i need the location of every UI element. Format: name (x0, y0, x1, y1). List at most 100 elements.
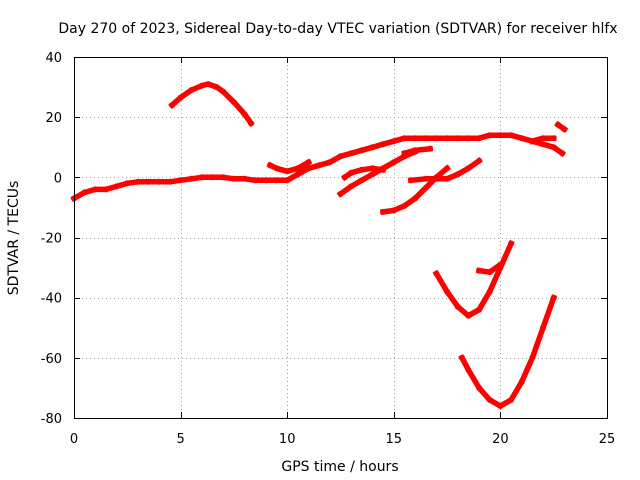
data-point (390, 159, 397, 166)
data-point (169, 102, 176, 109)
data-traces (70, 81, 569, 409)
data-point (476, 267, 483, 274)
data-point (540, 135, 546, 142)
data-point (486, 132, 493, 139)
data-point (369, 171, 376, 178)
y-axis-label: SDTVAR / TECUs (6, 181, 22, 296)
data-point (465, 312, 472, 319)
data-point (390, 207, 397, 214)
data-point (412, 147, 419, 154)
data-point (559, 150, 566, 157)
data-point (454, 135, 461, 142)
data-point (380, 141, 387, 148)
data-point (427, 145, 433, 152)
data-point (486, 288, 493, 295)
data-point (305, 159, 312, 166)
data-point (412, 135, 419, 142)
data-point (124, 180, 131, 187)
chart-title: Day 270 of 2023, Sidereal Day-to-day VTE… (58, 21, 617, 37)
data-point (401, 150, 408, 157)
data-point (188, 175, 195, 182)
grid-lines (74, 57, 607, 418)
data-point (476, 306, 483, 313)
data-point (369, 144, 376, 151)
series-arc-5-8h (168, 81, 255, 128)
data-point (529, 354, 536, 361)
data-point (422, 175, 429, 182)
data-point (476, 157, 483, 164)
data-point (561, 126, 568, 133)
data-point (294, 165, 301, 172)
data-point (433, 135, 440, 142)
data-point (337, 153, 344, 160)
data-point (177, 177, 184, 184)
data-point (380, 208, 387, 215)
y-tick-label: -20 (41, 232, 62, 247)
data-point (358, 166, 365, 173)
data-point (433, 270, 440, 277)
data-point (348, 183, 355, 190)
data-point (444, 135, 451, 142)
data-point (401, 135, 408, 142)
data-point (267, 162, 274, 169)
data-point (113, 183, 120, 190)
data-point (529, 138, 536, 145)
x-tick-label: 15 (386, 432, 403, 447)
data-point (518, 378, 525, 385)
data-point (476, 384, 483, 391)
data-point (284, 168, 291, 175)
data-point (508, 396, 515, 403)
data-point (550, 294, 557, 301)
data-point (198, 82, 205, 89)
data-point (555, 121, 561, 128)
y-tick-label: -60 (41, 352, 62, 367)
data-point (220, 174, 227, 181)
data-point (486, 269, 493, 276)
data-point (407, 177, 414, 184)
data-point (135, 178, 141, 185)
x-tick-label: 20 (492, 432, 509, 447)
data-point (380, 166, 387, 173)
data-point (518, 135, 525, 142)
data-point (459, 354, 465, 361)
series-u-curve-18-23h (458, 294, 558, 409)
data-point (465, 165, 472, 172)
data-point (465, 135, 472, 142)
y-tick-label: -80 (41, 412, 62, 427)
data-point (241, 175, 248, 182)
data-point (508, 240, 515, 247)
x-tick-label: 5 (176, 432, 184, 447)
data-point (454, 171, 461, 178)
data-point (348, 150, 355, 157)
data-point (326, 159, 333, 166)
data-point (444, 175, 451, 182)
data-point (433, 175, 440, 182)
series-u-curve-17-20h (432, 239, 515, 319)
data-point (145, 178, 152, 185)
x-tick-label: 25 (599, 432, 616, 447)
data-point (252, 177, 259, 184)
y-tick-label: 0 (54, 171, 62, 186)
data-point (284, 177, 291, 184)
data-point (248, 120, 254, 127)
x-tick-labels: 0 5 10 15 20 25 (70, 432, 615, 447)
data-point (103, 186, 109, 193)
axis-ticks (74, 57, 608, 419)
data-point (476, 135, 483, 142)
data-point (540, 141, 546, 148)
data-point (205, 81, 212, 88)
data-point (422, 184, 429, 191)
y-tick-labels: -80 -60 -40 -20 0 20 40 (41, 51, 62, 427)
x-tick-label: 0 (70, 432, 78, 447)
data-point (497, 132, 504, 139)
data-point (230, 175, 237, 182)
data-point (213, 84, 220, 91)
x-tick-label: 10 (279, 432, 296, 447)
data-point (241, 111, 248, 118)
data-point (401, 202, 408, 209)
data-point (358, 147, 365, 154)
data-point (508, 132, 515, 139)
data-point (444, 288, 451, 295)
data-point (230, 99, 237, 106)
